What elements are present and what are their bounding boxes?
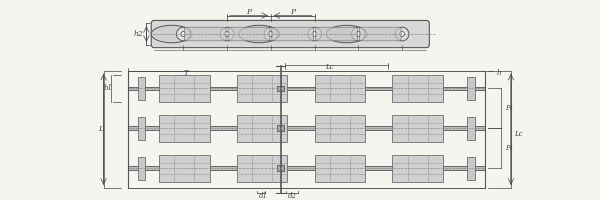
Bar <box>237 75 287 102</box>
Bar <box>392 115 443 142</box>
Text: P: P <box>290 8 295 16</box>
Bar <box>277 165 284 171</box>
FancyBboxPatch shape <box>151 20 430 48</box>
Bar <box>137 157 145 180</box>
Bar <box>467 77 475 100</box>
Bar <box>392 155 443 182</box>
Text: Pt: Pt <box>505 144 513 152</box>
Text: Lc: Lc <box>515 130 523 138</box>
Bar <box>314 115 365 142</box>
Circle shape <box>181 32 186 36</box>
Circle shape <box>356 32 361 36</box>
Circle shape <box>395 27 409 41</box>
Bar <box>128 166 485 170</box>
FancyBboxPatch shape <box>184 27 226 41</box>
Text: Lc: Lc <box>325 63 334 71</box>
Bar <box>137 117 145 140</box>
Bar <box>159 115 209 142</box>
Text: P: P <box>247 8 251 16</box>
Text: d2: d2 <box>288 192 297 200</box>
Bar <box>128 87 485 90</box>
Circle shape <box>400 32 404 36</box>
Bar <box>128 126 485 130</box>
Bar <box>277 86 284 91</box>
Bar <box>392 75 443 102</box>
Ellipse shape <box>151 25 192 43</box>
Circle shape <box>224 32 230 36</box>
Text: L: L <box>98 125 103 133</box>
Ellipse shape <box>326 25 367 43</box>
Circle shape <box>264 27 278 41</box>
Bar <box>314 75 365 102</box>
Bar <box>159 75 209 102</box>
Circle shape <box>268 32 273 36</box>
Circle shape <box>176 27 190 41</box>
Bar <box>137 77 145 100</box>
Circle shape <box>308 27 322 41</box>
Circle shape <box>352 27 365 41</box>
FancyBboxPatch shape <box>359 27 401 41</box>
Bar <box>467 117 475 140</box>
Circle shape <box>220 27 234 41</box>
Text: b1: b1 <box>104 84 113 92</box>
Bar <box>277 125 284 131</box>
Text: h: h <box>497 69 502 77</box>
Bar <box>237 155 287 182</box>
Circle shape <box>312 32 317 36</box>
Bar <box>314 155 365 182</box>
Bar <box>159 155 209 182</box>
FancyBboxPatch shape <box>272 27 314 41</box>
Ellipse shape <box>239 25 280 43</box>
Text: d1: d1 <box>259 192 268 200</box>
FancyBboxPatch shape <box>316 27 358 41</box>
Text: Pt: Pt <box>505 104 513 112</box>
FancyBboxPatch shape <box>228 27 270 41</box>
Text: h2: h2 <box>134 30 143 38</box>
Bar <box>467 157 475 180</box>
Bar <box>237 115 287 142</box>
Text: T: T <box>184 69 188 77</box>
